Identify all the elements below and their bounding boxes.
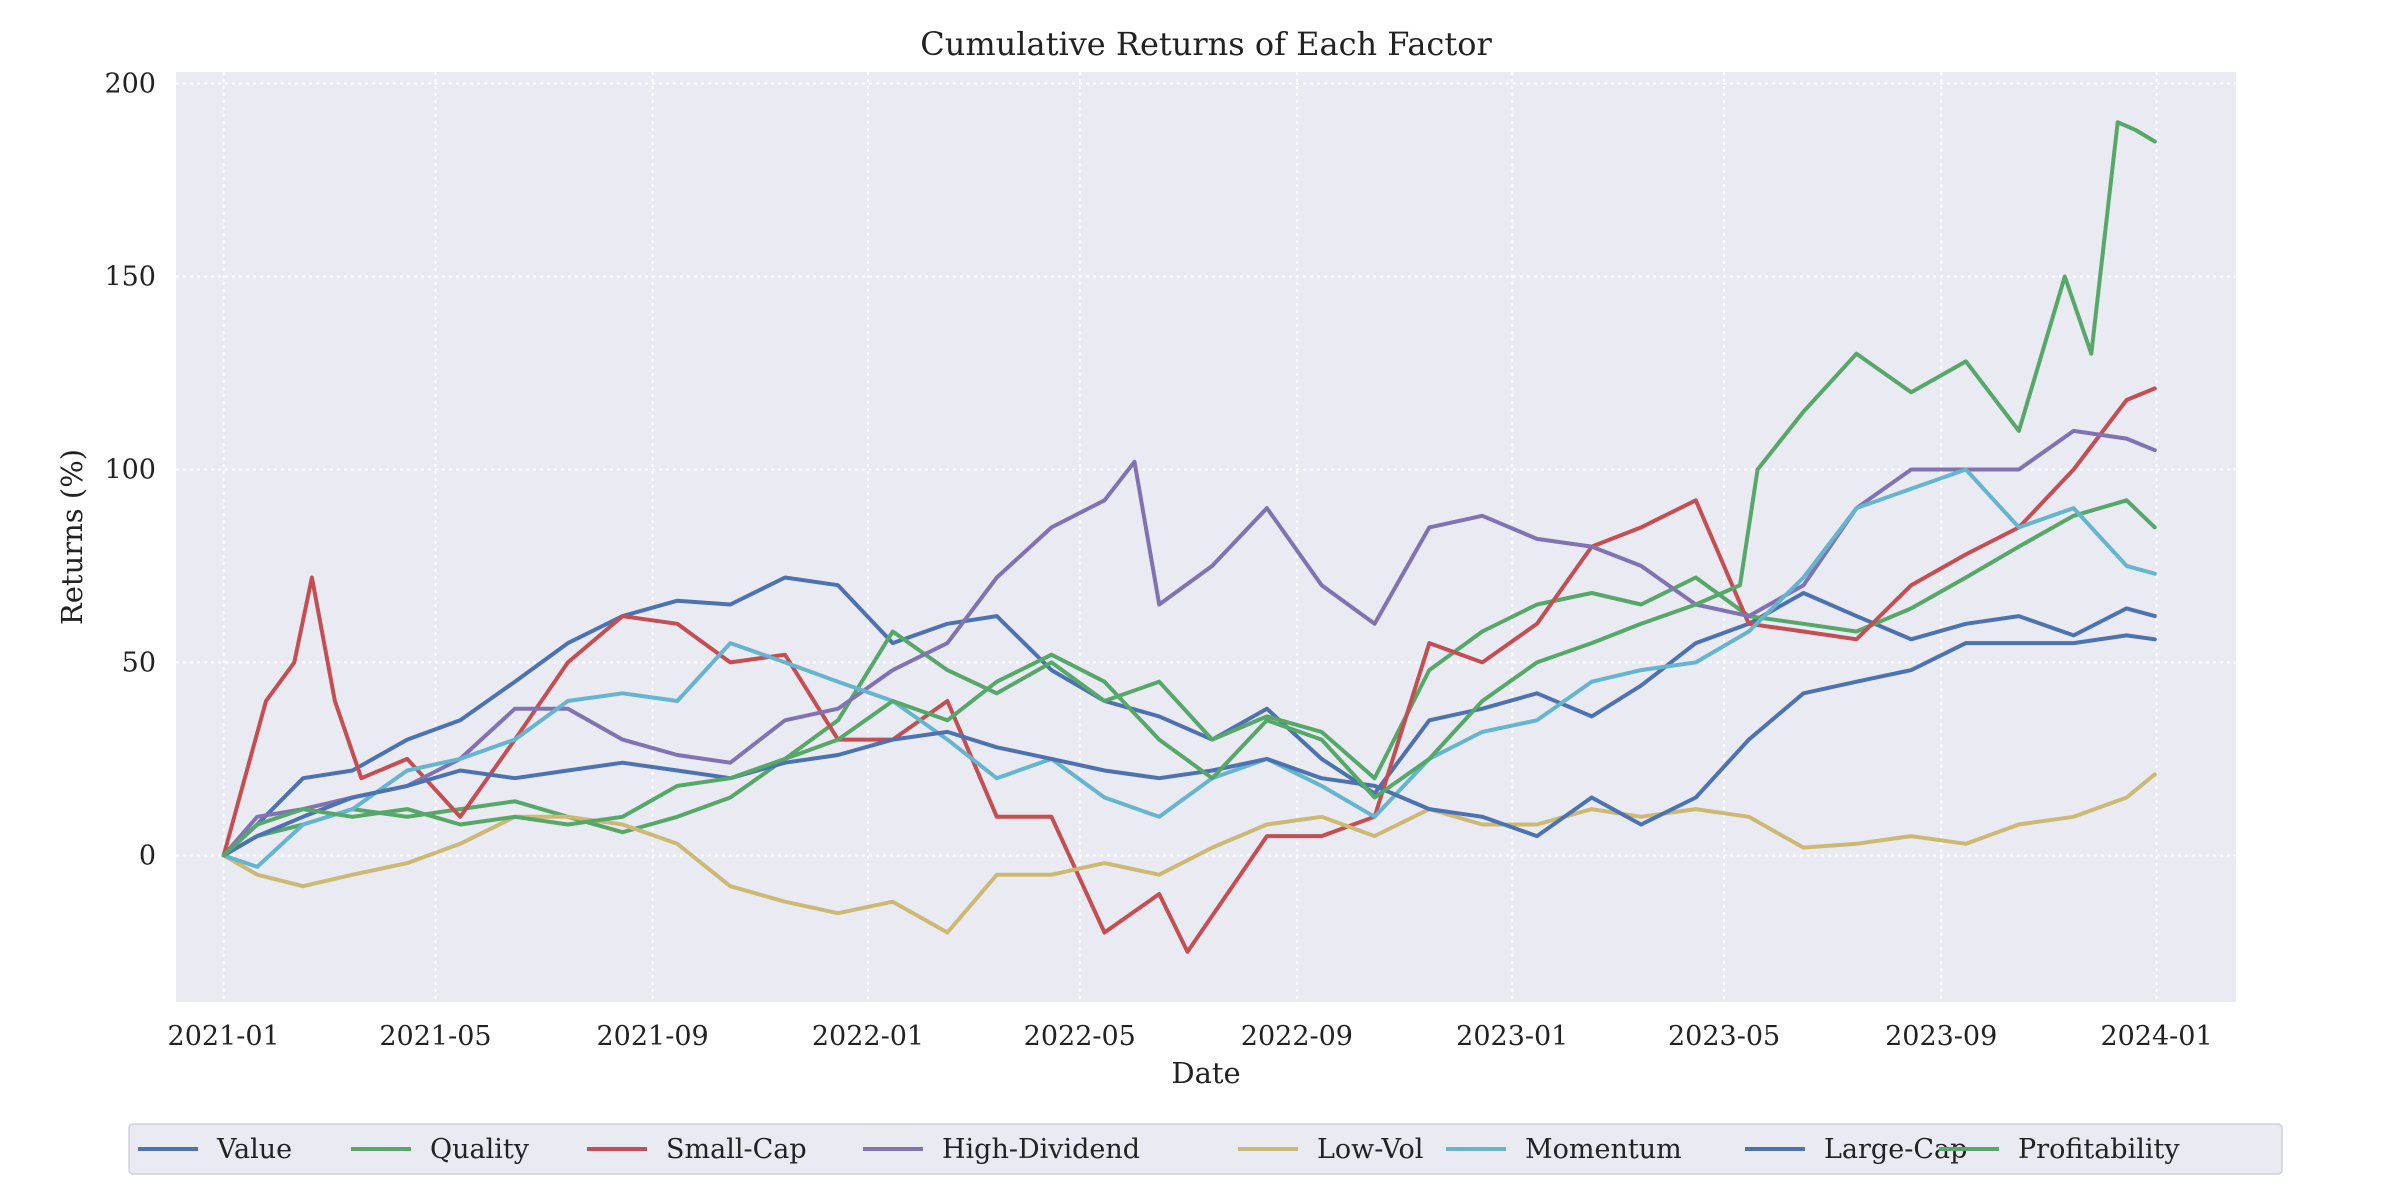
- y-axis-label: Returns (%): [55, 449, 89, 625]
- legend-label: High-Dividend: [942, 1134, 1140, 1165]
- y-axis-ticks: 0 50 100 150 200: [104, 69, 156, 872]
- legend-item: High-Dividend: [863, 1134, 1140, 1165]
- x-tick-label: 2024-01: [2100, 1021, 2212, 1052]
- legend-label: Profitability: [2018, 1134, 2180, 1165]
- x-tick-label: 2023-09: [1885, 1021, 1997, 1052]
- grid: [176, 72, 2236, 1002]
- x-tick-label: 2023-05: [1668, 1021, 1780, 1052]
- legend-label: Small-Cap: [666, 1134, 807, 1165]
- legend-frame: [128, 1123, 2283, 1175]
- y-tick-label: 0: [139, 840, 156, 871]
- legend-item: Low-Vol: [1238, 1134, 1423, 1165]
- series-line-value: [221, 575, 2157, 858]
- legend-item: Momentum: [1446, 1134, 1682, 1165]
- x-tick-label: 2021-05: [379, 1021, 491, 1052]
- legend-label: Value: [216, 1134, 292, 1165]
- legend-item: Value: [138, 1134, 292, 1165]
- y-tick-label: 50: [122, 647, 156, 678]
- series-line-quality: [221, 498, 2157, 858]
- plot-area: [176, 72, 2236, 1002]
- series-line-large-cap: [221, 633, 2157, 858]
- legend-label: Momentum: [1525, 1134, 1682, 1165]
- chart-title: Cumulative Returns of Each Factor: [920, 25, 1492, 63]
- legend-label: Quality: [430, 1134, 530, 1165]
- legend-label: Low-Vol: [1317, 1134, 1423, 1165]
- x-axis-label: Date: [1171, 1056, 1240, 1090]
- series-line-profitability: [221, 120, 2157, 858]
- legend-item: Large-Cap: [1745, 1134, 1967, 1165]
- x-axis-ticks: 2021-01 2021-05 2021-09 2022-01 2022-05 2022-…: [168, 1021, 2213, 1052]
- series-lines: [221, 120, 2157, 954]
- x-tick-label: 2022-09: [1241, 1021, 1353, 1052]
- y-tick-label: 150: [104, 262, 156, 293]
- legend-item: Profitability: [1939, 1134, 2180, 1165]
- x-tick-label: 2021-09: [597, 1021, 709, 1052]
- series-line-momentum: [221, 467, 2157, 869]
- x-tick-label: 2022-01: [812, 1021, 924, 1052]
- series-line-small-cap: [221, 386, 2157, 954]
- x-tick-label: 2022-05: [1024, 1021, 1136, 1052]
- legend: Value Quality Small-Cap High-Dividend Low-Vo…: [128, 1123, 2283, 1175]
- legend-item: Quality: [351, 1134, 530, 1165]
- x-tick-label: 2023-01: [1456, 1021, 1568, 1052]
- x-tick-label: 2021-01: [168, 1021, 280, 1052]
- y-tick-label: 100: [104, 454, 156, 485]
- y-tick-label: 200: [104, 69, 156, 100]
- legend-item: Small-Cap: [587, 1134, 807, 1165]
